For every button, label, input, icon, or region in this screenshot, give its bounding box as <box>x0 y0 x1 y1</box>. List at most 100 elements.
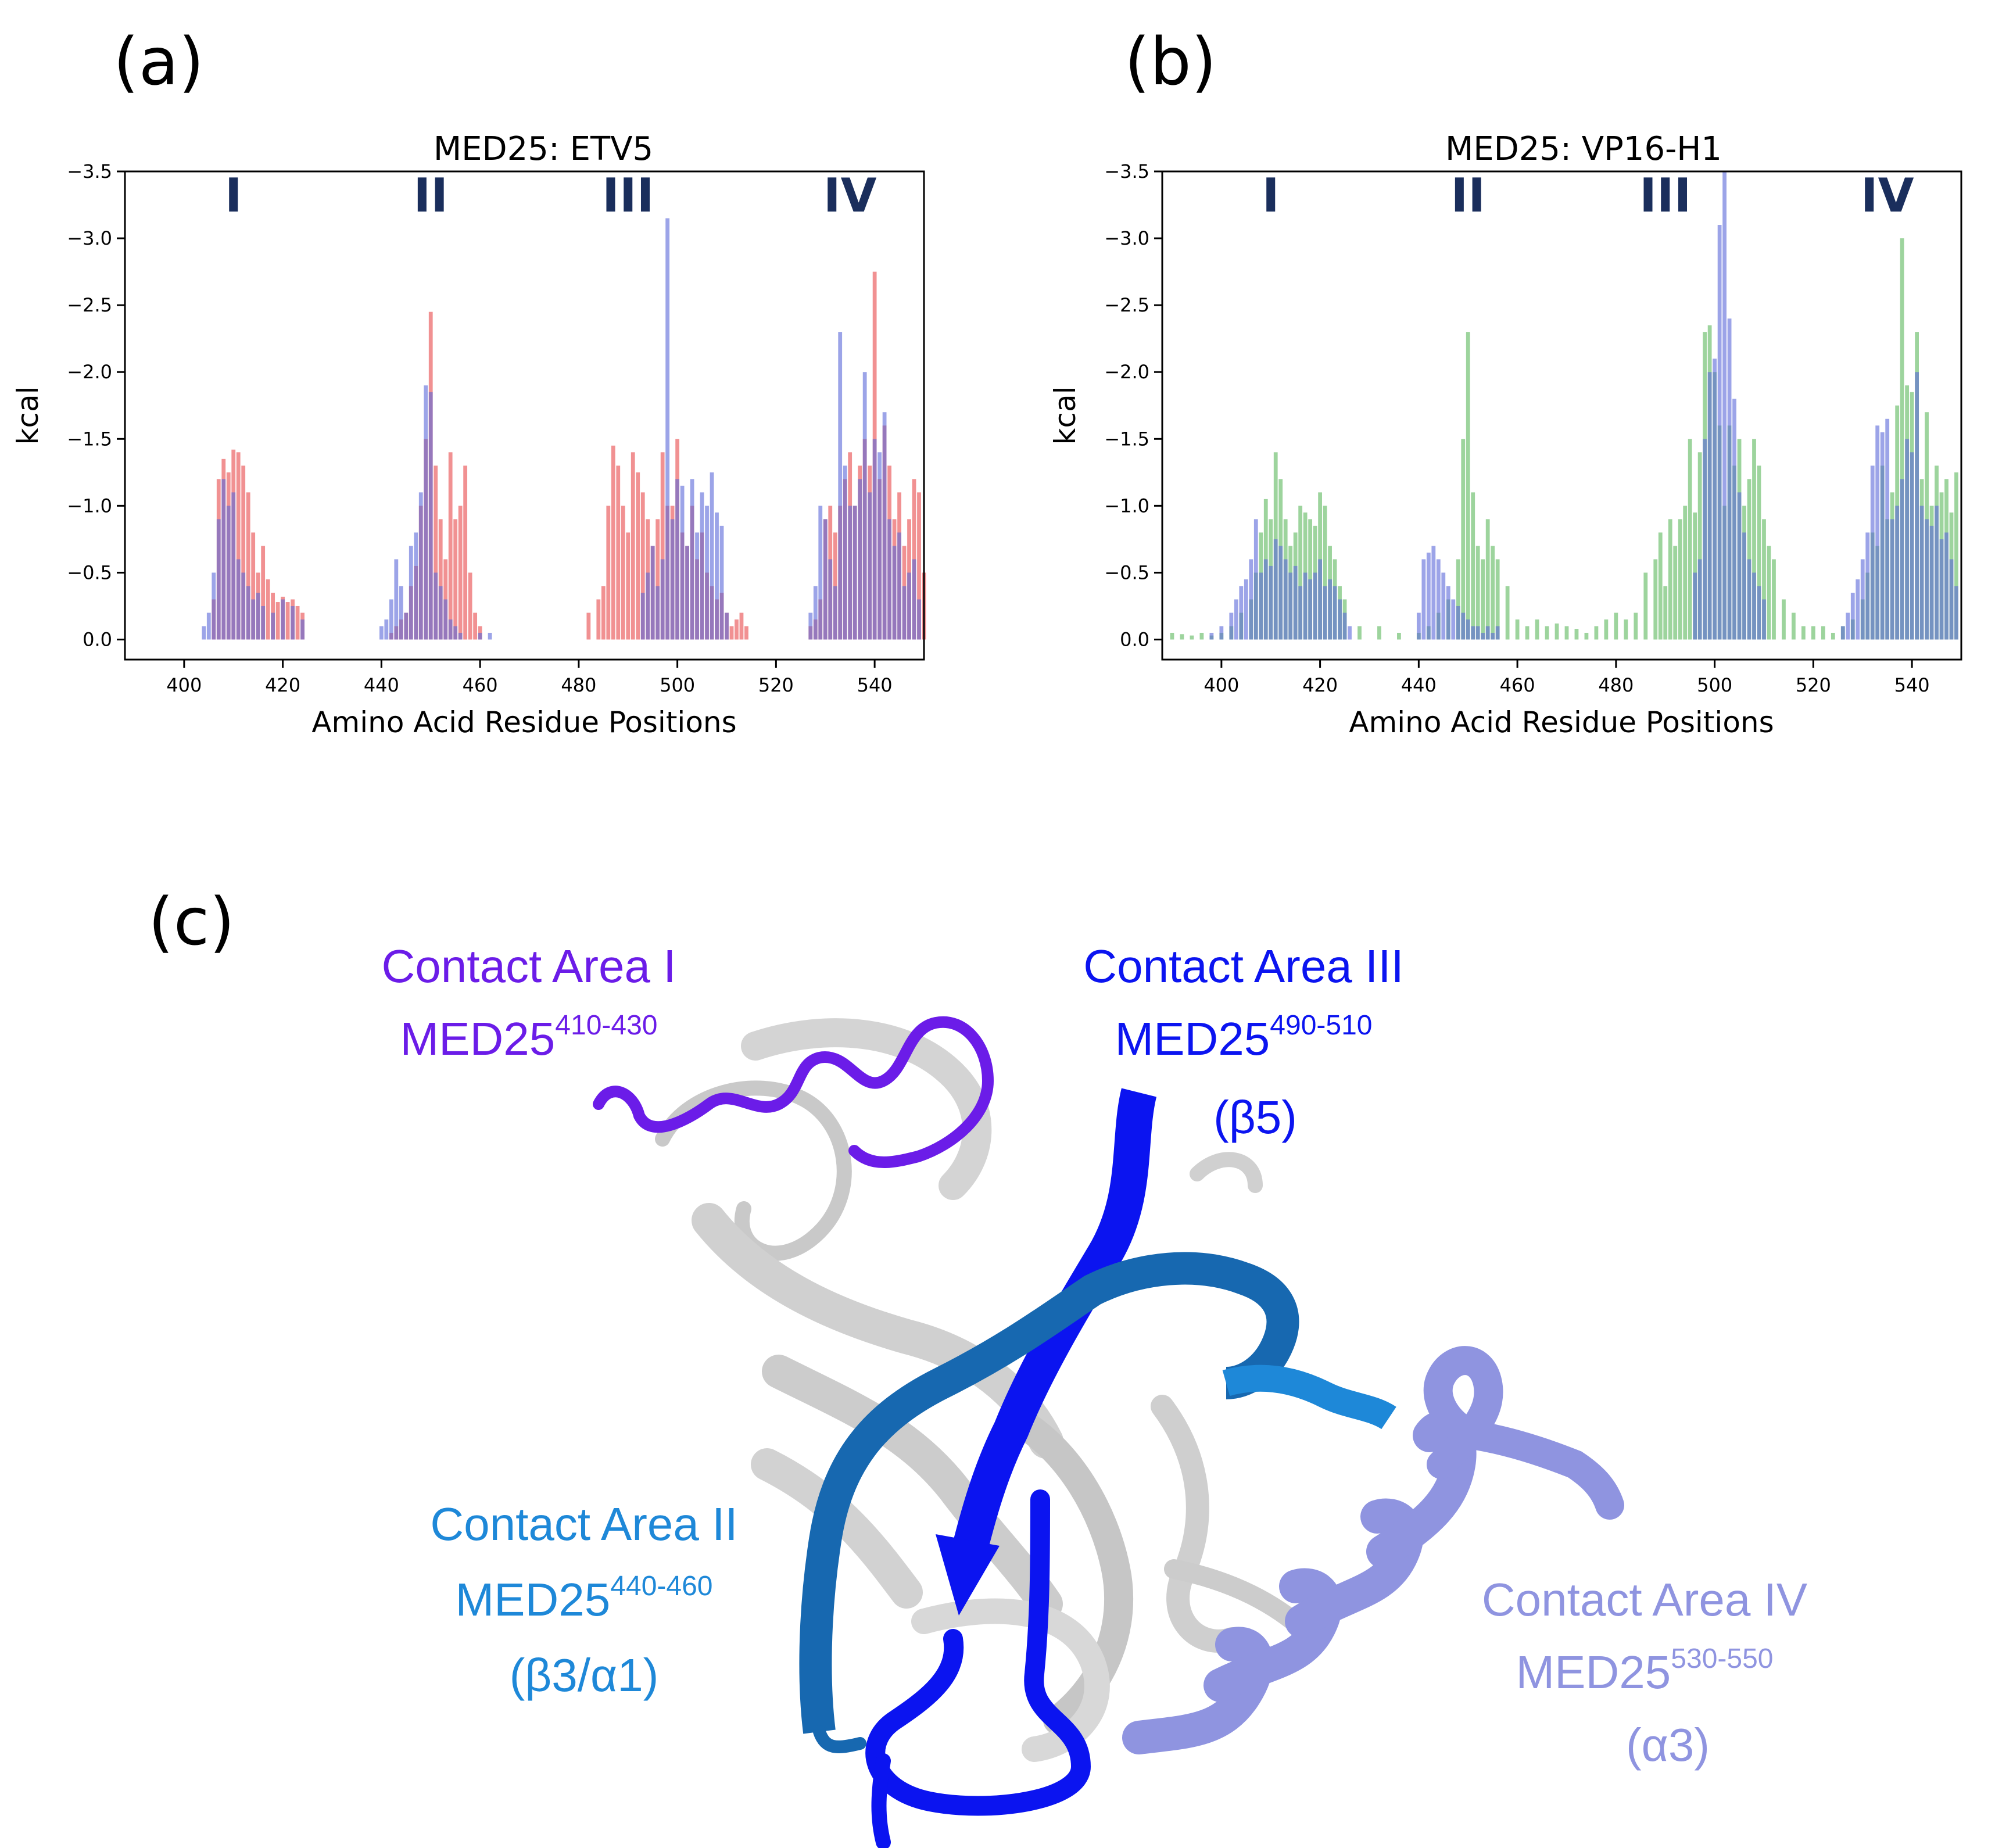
bar-blue-528 <box>1850 592 1855 640</box>
bar-blue-510 <box>1762 599 1766 640</box>
bar-blue-420 <box>1318 559 1322 640</box>
bar-blue-541 <box>1915 372 1919 640</box>
chart-title: MED25: VP16-H1 <box>1445 130 1722 168</box>
bar-blue-413 <box>246 586 250 640</box>
bar-blue-410 <box>1269 565 1273 640</box>
bar-blue-498 <box>1703 439 1707 640</box>
bar-blue-539 <box>1905 439 1910 640</box>
bar-green-520 <box>1811 626 1815 640</box>
y-tick-label: −1.5 <box>67 428 112 450</box>
panel-label-c: (c) <box>148 884 235 960</box>
y-tick-label: −0.5 <box>67 561 112 583</box>
bar-green-470 <box>1564 626 1569 640</box>
bar-green-454 <box>1485 519 1490 640</box>
panel-label-a: (a) <box>113 24 204 100</box>
bar-blue-402 <box>1229 613 1234 640</box>
bar-red-456 <box>458 506 463 640</box>
contact-area-i-segment <box>593 1016 994 1168</box>
residue-range: 530-550 <box>1671 1643 1773 1674</box>
y-tick-label: −3.5 <box>67 160 112 182</box>
residue-range: 440-460 <box>610 1571 712 1602</box>
bar-red-457 <box>463 465 468 640</box>
bar-red-411 <box>236 452 241 640</box>
y-tick-label: 0.0 <box>83 628 112 650</box>
bar-blue-450 <box>428 392 433 640</box>
bar-blue-447 <box>1451 599 1456 640</box>
bar-blue-542 <box>882 412 887 640</box>
bar-green-455 <box>1491 546 1495 640</box>
x-tick-label: 400 <box>166 674 202 696</box>
bar-blue-501 <box>680 485 685 640</box>
bar-blue-545 <box>1935 506 1939 640</box>
bar-blue-547 <box>1944 532 1948 640</box>
bar-blue-404 <box>1239 586 1244 640</box>
chart-etv5: MED25: ETV5 400 420 440 460 480 500 520 540 −3.… <box>11 130 926 739</box>
protein-structure: Contact Area I MED25410-430 Contact Area… <box>382 940 1808 1848</box>
bar-blue-505 <box>1737 492 1742 640</box>
bar-green-460 <box>1515 619 1520 640</box>
chart-vp16-h1: MED25: VP16-H1 400 420 440 460 480 500 520 540 … <box>1048 130 1962 739</box>
bar-blue-455 <box>453 626 458 640</box>
bar-blue-505 <box>700 492 704 640</box>
bar-blue-536 <box>853 506 857 640</box>
bar-blue-532 <box>1870 465 1875 640</box>
bar-green-421 <box>1323 506 1327 640</box>
bar-blue-530 <box>1860 559 1865 640</box>
bar-blue-543 <box>1925 519 1929 640</box>
contact-area-iii-med: MED25490-510 <box>1115 1010 1373 1065</box>
bar-blue-422 <box>1328 579 1332 640</box>
bar-blue-452 <box>1475 626 1480 640</box>
bar-blue-406 <box>212 572 216 640</box>
bar-green-518 <box>1801 626 1806 640</box>
bar-blue-540 <box>1910 452 1914 640</box>
bar-blue-533 <box>838 332 843 640</box>
contact-area-iii-arrowhead <box>936 1534 1000 1616</box>
x-tick-label: 520 <box>1796 674 1831 696</box>
bar-blue-547 <box>907 572 911 640</box>
bar-blue-499 <box>670 519 675 640</box>
x-tick-label: 420 <box>265 674 300 696</box>
region-label-II: II <box>413 169 448 223</box>
bar-blue-497 <box>1697 559 1702 640</box>
bar-red-497 <box>660 452 665 640</box>
bar-blue-507 <box>710 472 714 640</box>
bar-blue-412 <box>1278 546 1283 640</box>
x-tick-label: 500 <box>660 674 695 696</box>
bar-blue-526 <box>1840 626 1845 640</box>
y-tick-label: −3.0 <box>1104 227 1149 249</box>
bar-blue-546 <box>902 586 907 640</box>
bar-blue-442 <box>389 599 393 640</box>
bar-red-421 <box>285 602 290 640</box>
bar-blue-502 <box>685 546 689 640</box>
bar-blue-544 <box>892 546 897 640</box>
bar-blue-453 <box>1481 632 1485 640</box>
bar-green-468 <box>1554 623 1559 640</box>
bar-green-448 <box>1456 559 1460 640</box>
region-label-III: III <box>1639 169 1691 223</box>
region-label-I: I <box>225 169 242 223</box>
contact-area-ii-loop <box>1222 1364 1396 1430</box>
bar-blue-537 <box>1895 506 1900 640</box>
bar-blue-529 <box>1856 579 1860 640</box>
bar-blue-500 <box>1713 359 1717 640</box>
y-axis-label: kcal <box>1048 386 1082 445</box>
bar-blue-440 <box>1416 613 1421 640</box>
bar-blue-404 <box>202 626 206 640</box>
bar-red-414 <box>251 532 256 640</box>
bar-blue-415 <box>256 592 260 640</box>
bar-green-462 <box>1525 626 1530 640</box>
x-tick-label: 460 <box>463 674 498 696</box>
bar-blue-406 <box>1249 559 1253 640</box>
bar-blue-412 <box>241 572 246 640</box>
bar-blue-405 <box>206 613 211 640</box>
x-tick-label: 400 <box>1203 674 1239 696</box>
bar-red-455 <box>453 519 458 640</box>
y-tick-label: −2.5 <box>67 294 112 316</box>
bar-red-489 <box>621 506 625 640</box>
bar-blue-440 <box>379 626 384 640</box>
bar-blue-405 <box>1244 579 1248 640</box>
bar-green-451 <box>1471 492 1475 640</box>
bar-blue-444 <box>399 586 403 640</box>
bar-green-538 <box>1900 238 1904 640</box>
bar-red-512 <box>735 619 739 640</box>
